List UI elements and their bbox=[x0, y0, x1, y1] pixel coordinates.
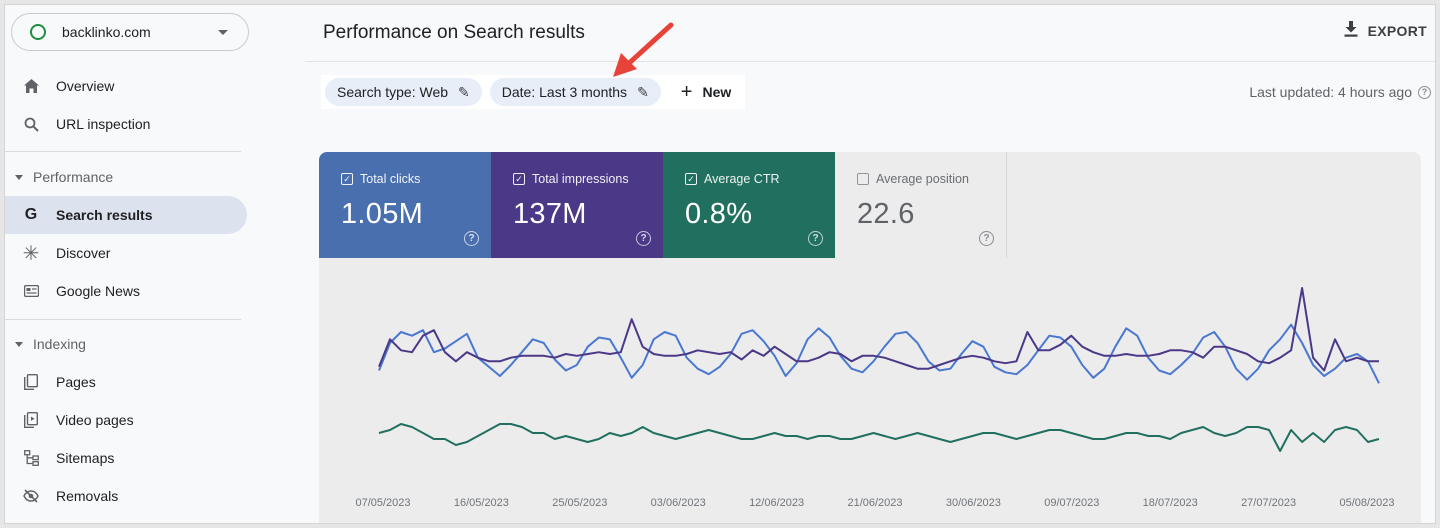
sitemap-icon bbox=[21, 448, 41, 468]
help-icon[interactable]: ? bbox=[1418, 85, 1431, 99]
x-tick-label: 30/06/2023 bbox=[946, 497, 1001, 509]
export-button[interactable]: EXPORT bbox=[1344, 21, 1427, 40]
x-tick-label: 21/06/2023 bbox=[847, 497, 902, 509]
metric-total-clicks[interactable]: ✓ Total clicks 1.05M ? bbox=[319, 152, 491, 258]
sidebar-item-pages[interactable]: Pages bbox=[5, 363, 247, 401]
x-tick-label: 05/08/2023 bbox=[1339, 497, 1394, 509]
x-tick-label: 27/07/2023 bbox=[1241, 497, 1296, 509]
x-tick-label: 03/06/2023 bbox=[651, 497, 706, 509]
metric-value: 22.6 bbox=[857, 198, 915, 230]
collapse-triangle-icon bbox=[15, 174, 23, 180]
header-divider bbox=[305, 61, 1435, 62]
metric-average-ctr[interactable]: ✓ Average CTR 0.8% ? bbox=[663, 152, 835, 258]
series-line-total-clicks bbox=[378, 323, 1380, 384]
help-icon[interactable]: ? bbox=[464, 231, 479, 246]
sidebar-item-google-news[interactable]: Google News bbox=[5, 272, 247, 310]
main-content: Performance on Search results EXPORT Sea… bbox=[305, 5, 1435, 523]
sidebar-divider bbox=[5, 151, 241, 152]
metric-label: Average CTR bbox=[704, 172, 780, 186]
pages-icon bbox=[21, 372, 41, 392]
section-indexing[interactable]: Indexing bbox=[15, 334, 86, 354]
help-icon[interactable]: ? bbox=[979, 231, 994, 246]
sidebar-item-label: Discover bbox=[56, 245, 111, 261]
search-icon bbox=[21, 114, 41, 134]
sidebar-item-label: Removals bbox=[56, 488, 119, 504]
metric-average-position[interactable]: Average position 22.6 ? bbox=[835, 152, 1007, 258]
x-tick-label: 12/06/2023 bbox=[749, 497, 804, 509]
filter-bar: Search type: Web ✎ Date: Last 3 months ✎… bbox=[321, 75, 745, 109]
x-tick-label: 07/05/2023 bbox=[355, 497, 410, 509]
property-name: backlinko.com bbox=[62, 24, 151, 40]
x-tick-label: 16/05/2023 bbox=[454, 497, 509, 509]
chip-label: Date: Last 3 months bbox=[501, 84, 628, 100]
page-title: Performance on Search results bbox=[323, 22, 585, 43]
pencil-icon: ✎ bbox=[637, 83, 649, 100]
sidebar-item-label: Sitemaps bbox=[56, 450, 115, 466]
metric-label: Total impressions bbox=[532, 172, 629, 186]
last-updated-text: Last updated: 4 hours ago bbox=[1249, 84, 1412, 100]
sidebar-item-overview[interactable]: Overview bbox=[5, 67, 247, 105]
performance-card: ✓ Total clicks 1.05M ? ✓ Total impressions… bbox=[319, 152, 1421, 523]
new-filter-label: New bbox=[702, 84, 732, 100]
x-tick-label: 09/07/2023 bbox=[1044, 497, 1099, 509]
sidebar-item-label: Video pages bbox=[56, 412, 134, 428]
x-tick-label: 18/07/2023 bbox=[1143, 497, 1198, 509]
sidebar-item-label: Google News bbox=[56, 283, 141, 299]
section-title: Indexing bbox=[33, 336, 86, 352]
metric-label: Total clicks bbox=[360, 172, 421, 186]
sidebar-item-url-inspection[interactable]: URL inspection bbox=[5, 105, 247, 143]
checkbox-checked-icon[interactable]: ✓ bbox=[513, 173, 525, 185]
chevron-down-icon bbox=[218, 30, 228, 35]
sidebar-item-label: Pages bbox=[56, 374, 96, 390]
series-line-total-impressions bbox=[378, 287, 1379, 372]
metric-value: 0.8% bbox=[685, 198, 753, 230]
checkbox-checked-icon[interactable]: ✓ bbox=[685, 173, 697, 185]
performance-line-chart: 07/05/2023 16/05/2023 25/05/2023 03/06/2023… bbox=[355, 287, 1395, 509]
collapse-triangle-icon bbox=[15, 341, 23, 347]
download-icon bbox=[1344, 21, 1358, 40]
help-icon[interactable]: ? bbox=[636, 231, 651, 246]
news-icon bbox=[21, 281, 41, 301]
sidebar-divider bbox=[5, 319, 241, 320]
search-type-filter-chip[interactable]: Search type: Web ✎ bbox=[325, 78, 482, 106]
google-g-icon: G bbox=[24, 206, 38, 223]
sidebar-item-discover[interactable]: ✳ Discover bbox=[5, 234, 247, 272]
eye-off-icon bbox=[21, 486, 41, 506]
sidebar-item-label: URL inspection bbox=[56, 116, 151, 132]
property-status-icon bbox=[30, 24, 46, 40]
sidebar: backlinko.com Overview URL inspection Pe… bbox=[5, 5, 305, 523]
sidebar-item-sitemaps[interactable]: Sitemaps bbox=[5, 439, 247, 477]
sidebar-item-search-results[interactable]: G Search results bbox=[5, 196, 247, 234]
sidebar-item-video-pages[interactable]: Video pages bbox=[5, 401, 247, 439]
sidebar-item-label: Search results bbox=[56, 207, 153, 223]
help-icon[interactable]: ? bbox=[808, 231, 823, 246]
new-filter-button[interactable]: + New bbox=[681, 82, 731, 102]
checkbox-unchecked-icon[interactable] bbox=[857, 173, 869, 185]
export-label: EXPORT bbox=[1367, 22, 1427, 39]
asterisk-icon: ✳ bbox=[22, 242, 40, 265]
metric-value: 137M bbox=[513, 198, 587, 230]
search-console-window: backlinko.com Overview URL inspection Pe… bbox=[4, 4, 1436, 524]
section-title: Performance bbox=[33, 169, 114, 185]
sidebar-item-label: Overview bbox=[56, 78, 115, 94]
home-icon bbox=[21, 76, 41, 96]
metric-total-impressions[interactable]: ✓ Total impressions 137M ? bbox=[491, 152, 663, 258]
metric-label: Average position bbox=[876, 172, 969, 186]
section-performance[interactable]: Performance bbox=[15, 167, 113, 187]
property-selector[interactable]: backlinko.com bbox=[11, 13, 249, 51]
chip-label: Search type: Web bbox=[337, 84, 449, 100]
metric-value: 1.05M bbox=[341, 198, 424, 230]
plus-icon: + bbox=[680, 81, 693, 103]
video-pages-icon bbox=[21, 410, 41, 430]
last-updated: Last updated: 4 hours ago ? bbox=[1249, 84, 1431, 100]
date-filter-chip[interactable]: Date: Last 3 months ✎ bbox=[489, 78, 661, 106]
pencil-icon: ✎ bbox=[458, 83, 470, 100]
series-line-average-ctr bbox=[378, 423, 1380, 452]
sidebar-item-removals[interactable]: Removals bbox=[5, 477, 247, 515]
red-annotation-arrow-icon bbox=[613, 22, 674, 77]
checkbox-checked-icon[interactable]: ✓ bbox=[341, 173, 353, 185]
x-tick-label: 25/05/2023 bbox=[552, 497, 607, 509]
